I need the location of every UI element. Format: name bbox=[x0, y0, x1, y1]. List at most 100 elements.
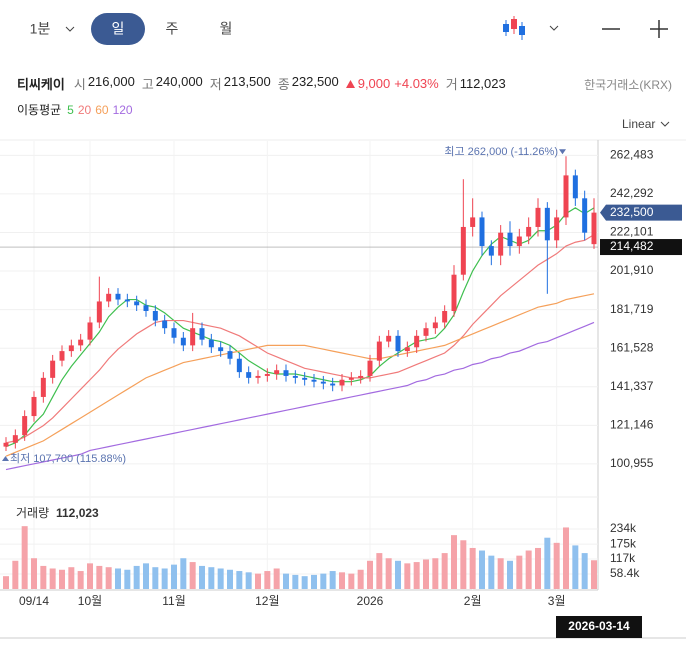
candle-body bbox=[106, 293, 112, 302]
volume-bar bbox=[320, 573, 327, 589]
candle-body bbox=[199, 328, 205, 340]
volume-bar bbox=[469, 547, 476, 589]
candle-body bbox=[572, 175, 578, 199]
x-tick-label: 3월 bbox=[548, 594, 566, 608]
chevron[interactable] bbox=[549, 25, 559, 31]
ma-legend-item: 5 bbox=[67, 102, 74, 117]
candle-body bbox=[208, 339, 214, 348]
candle-body bbox=[330, 383, 336, 386]
volume-bar bbox=[423, 559, 429, 589]
ma-line bbox=[5, 234, 595, 444]
volume-bar bbox=[217, 568, 224, 589]
candle-body bbox=[171, 328, 177, 338]
candle-body bbox=[152, 311, 158, 321]
candle-body bbox=[339, 379, 345, 386]
y-tick-label: 242,292 bbox=[610, 186, 654, 200]
candle-body bbox=[274, 370, 280, 375]
volume-bar bbox=[273, 568, 280, 589]
candle-body bbox=[124, 299, 130, 302]
info-value: 213,500 bbox=[223, 74, 271, 89]
volume-bar bbox=[553, 542, 560, 589]
volume-bar bbox=[460, 540, 467, 589]
change-pct: +4.03% bbox=[394, 76, 439, 91]
volume-bar bbox=[143, 563, 149, 589]
ma-line bbox=[5, 321, 595, 471]
tab[interactable]: 월 bbox=[220, 21, 233, 37]
candle-body bbox=[470, 217, 476, 227]
y-tick-label: 201,910 bbox=[610, 263, 654, 277]
volume-bar bbox=[544, 537, 551, 589]
volume-bar bbox=[49, 568, 56, 589]
volume-label: 거 bbox=[445, 77, 458, 92]
candle-body bbox=[358, 375, 364, 378]
active-tab-pill bbox=[91, 13, 145, 45]
tab[interactable]: 주 bbox=[166, 21, 179, 37]
high-marker bbox=[559, 149, 566, 155]
candle-body bbox=[246, 372, 252, 378]
volume-bar bbox=[535, 547, 541, 589]
candle-body bbox=[236, 358, 242, 373]
volume-bar bbox=[404, 563, 411, 589]
change: 9,000 bbox=[357, 76, 391, 91]
ma-title: 이동평균 bbox=[17, 103, 62, 117]
volume-bar bbox=[31, 558, 37, 589]
volume-tick-label: 117k bbox=[610, 551, 636, 565]
tab[interactable]: 1분 bbox=[30, 21, 51, 37]
candle-body bbox=[320, 381, 326, 384]
x-tick-label: 11월 bbox=[162, 594, 186, 608]
candle-body bbox=[544, 207, 550, 241]
volume-bar bbox=[591, 560, 597, 589]
candle-body bbox=[31, 396, 37, 417]
volume-value: 112,023 bbox=[459, 76, 506, 91]
candle-body bbox=[404, 347, 410, 352]
y-tick-label: 100,955 bbox=[610, 456, 654, 470]
scale-select[interactable]: Linear bbox=[622, 117, 671, 131]
tab[interactable]: 일 bbox=[112, 21, 125, 37]
volume-bar bbox=[479, 550, 485, 589]
ma-line bbox=[5, 207, 595, 448]
info-label: 종 bbox=[277, 77, 290, 92]
y-tick-label: 262,483 bbox=[610, 148, 654, 162]
scale: Linear bbox=[622, 117, 656, 131]
volume-tick-label: 58.4k bbox=[610, 566, 640, 580]
volume-bar bbox=[441, 553, 448, 589]
volume-bar bbox=[12, 560, 19, 589]
chevron bbox=[65, 26, 75, 32]
up-triangle bbox=[345, 79, 355, 88]
ma-line bbox=[5, 293, 595, 457]
candle-body bbox=[162, 320, 168, 329]
zoom-in[interactable] bbox=[650, 20, 668, 38]
crosshair-tag bbox=[600, 239, 682, 256]
x-tick-label: 12월 bbox=[255, 594, 279, 608]
info-value: 216,000 bbox=[87, 74, 135, 89]
volume-tick-label: 175k bbox=[610, 536, 637, 550]
candle-body bbox=[507, 232, 513, 247]
volume-bar bbox=[180, 558, 187, 589]
high-annotation: 최고 262,000 (-11.26%) bbox=[444, 145, 558, 158]
volume-bar bbox=[40, 565, 47, 589]
candle-body bbox=[59, 351, 65, 361]
candle-body bbox=[302, 377, 308, 380]
volume-bar bbox=[432, 558, 439, 589]
volume-bar bbox=[301, 576, 308, 589]
candle-body bbox=[535, 207, 541, 227]
ma-legend-item: 60 bbox=[95, 102, 109, 117]
last-price-label: 232,500 bbox=[610, 205, 654, 219]
candle-body bbox=[526, 226, 532, 237]
volume-bar bbox=[77, 571, 84, 589]
volume-bar bbox=[283, 573, 289, 589]
ma-legend: 이동평균 5 20 60 120 bbox=[17, 101, 137, 118]
volume-legend-value: 112,023 bbox=[56, 506, 99, 520]
candle-body bbox=[227, 351, 233, 359]
volume-bar bbox=[124, 569, 131, 589]
volume-bar bbox=[497, 558, 504, 589]
y-tick-label: 181,719 bbox=[610, 302, 654, 316]
volume-bar bbox=[395, 560, 401, 589]
volume-bar bbox=[59, 569, 65, 589]
ohlc: 시 216,000 고 240,000 저 213,500 종 232,500 bbox=[74, 74, 346, 93]
volume-bar bbox=[189, 562, 196, 589]
info-value: 232,500 bbox=[291, 74, 339, 89]
volume-bar bbox=[525, 550, 532, 589]
candle-body bbox=[180, 337, 186, 346]
